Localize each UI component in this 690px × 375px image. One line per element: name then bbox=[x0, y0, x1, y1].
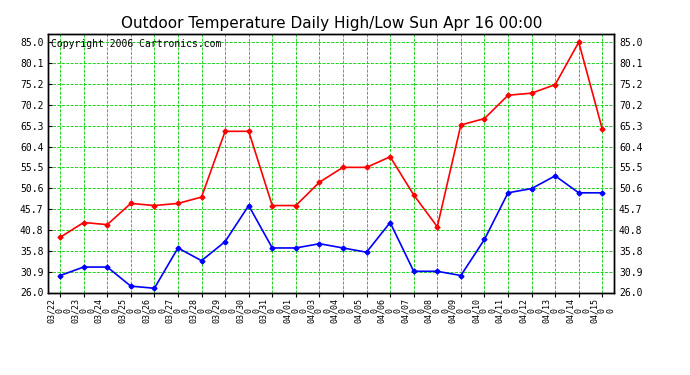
Text: Copyright 2006 Cartronics.com: Copyright 2006 Cartronics.com bbox=[51, 39, 221, 49]
Title: Outdoor Temperature Daily High/Low Sun Apr 16 00:00: Outdoor Temperature Daily High/Low Sun A… bbox=[121, 16, 542, 31]
